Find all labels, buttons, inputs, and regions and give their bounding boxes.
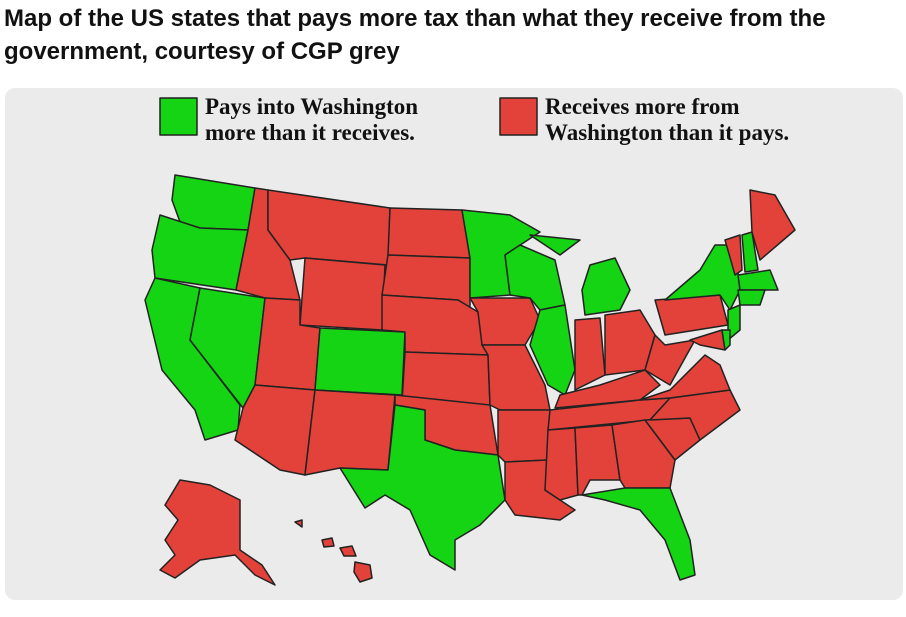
state [749, 189, 796, 261]
state [654, 294, 729, 336]
state [387, 207, 471, 259]
legend-text: Pays into Washington [205, 94, 418, 119]
state [469, 297, 541, 346]
state [314, 327, 406, 396]
legend-text: Washington than it pays. [545, 120, 789, 145]
state [299, 257, 386, 331]
states [144, 174, 796, 586]
state [689, 329, 726, 351]
state [497, 409, 551, 463]
state [529, 234, 581, 256]
state [639, 354, 731, 401]
legend-text: Receives more from [545, 94, 740, 119]
state [171, 174, 256, 231]
state [724, 234, 743, 276]
legend-text: more than it receives. [205, 120, 415, 145]
state [339, 545, 357, 557]
state [644, 334, 696, 386]
legend-swatch [499, 97, 538, 136]
state [581, 487, 696, 581]
state [554, 369, 661, 409]
state [159, 479, 276, 586]
state [581, 257, 631, 316]
state [304, 389, 396, 476]
post-title: Map of the US states that pays more tax … [4, 5, 826, 65]
state [294, 519, 303, 528]
state [574, 317, 606, 391]
state [737, 269, 779, 291]
legend-swatch [159, 97, 198, 136]
state [737, 289, 766, 306]
state [544, 427, 579, 501]
state [741, 231, 759, 273]
state [339, 404, 506, 571]
state [267, 189, 391, 266]
state [321, 537, 335, 548]
state [721, 329, 731, 351]
state [353, 561, 373, 583]
